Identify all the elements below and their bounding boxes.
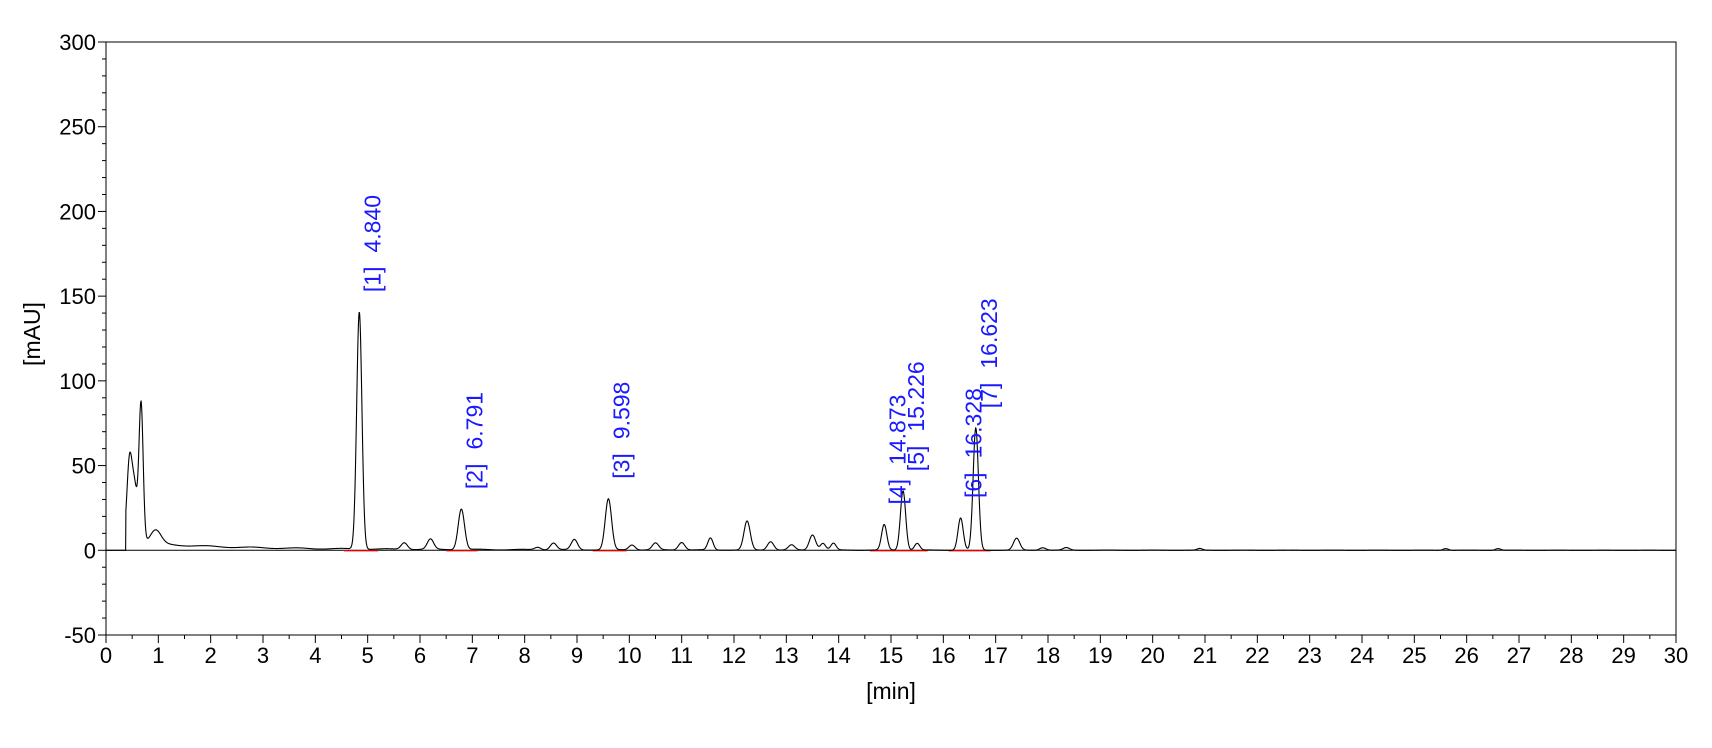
- peak-time: 15.226: [903, 361, 929, 431]
- x-tick-label: 29: [1611, 643, 1635, 668]
- x-tick-label: 30: [1664, 643, 1688, 668]
- y-tick-label: 0: [84, 538, 96, 563]
- x-tick-label: 12: [722, 643, 746, 668]
- x-tick-label: 16: [931, 643, 955, 668]
- x-tick-label: 1: [152, 643, 164, 668]
- x-tick-label: 28: [1559, 643, 1583, 668]
- y-tick-label: 200: [59, 199, 96, 224]
- y-tick-label: -50: [64, 623, 96, 648]
- chromatogram-trace: [106, 311, 1676, 551]
- peak-number: [7]: [976, 383, 1002, 409]
- peak-time: 9.598: [608, 382, 634, 440]
- x-tick-label: 15: [879, 643, 903, 668]
- x-tick-label: 8: [519, 643, 531, 668]
- peak-number: [6]: [961, 472, 987, 498]
- x-axis: 0 1 2 3 4 5 6 7 8 9 10 11 12 13 14 15 16 17 18 19 20 21 22 23 24…: [100, 635, 1688, 668]
- x-tick-label: 7: [466, 643, 478, 668]
- peak-time: 16.623: [976, 298, 1002, 368]
- plot-frame: [105, 41, 1677, 636]
- x-tick-label: 3: [257, 643, 269, 668]
- y-axis: -50 0 50 100 150 200 250 300: [59, 30, 1676, 648]
- y-tick-label: 300: [59, 30, 96, 55]
- peak-number: [3]: [608, 453, 634, 479]
- peak-time: 4.840: [359, 195, 385, 253]
- peak-number: [2]: [461, 464, 487, 490]
- x-tick-label: 13: [774, 643, 798, 668]
- x-tick-label: 26: [1454, 643, 1478, 668]
- peak-time: 16.328: [961, 388, 987, 458]
- peak-label: [4] 14.873: [884, 395, 910, 505]
- x-tick-label: 20: [1140, 643, 1164, 668]
- x-tick-label: 14: [826, 643, 850, 668]
- x-tick-label: 22: [1245, 643, 1269, 668]
- x-tick-label: 11: [670, 643, 693, 668]
- x-tick-label: 6: [414, 643, 426, 668]
- x-tick-label: 19: [1088, 643, 1112, 668]
- y-tick-label: 150: [59, 284, 96, 309]
- x-tick-label: 4: [309, 643, 321, 668]
- x-tick-label: 21: [1193, 643, 1217, 668]
- y-tick-label: 250: [59, 115, 96, 140]
- x-tick-label: 17: [983, 643, 1007, 668]
- x-tick-label: 5: [362, 643, 374, 668]
- x-axis-title: [min]: [866, 678, 916, 704]
- trace-layer: [106, 311, 1676, 551]
- x-tick-label: 25: [1402, 643, 1426, 668]
- peak-time: 14.873: [884, 395, 910, 465]
- x-tick-label: 24: [1350, 643, 1374, 668]
- peak-time: 6.791: [461, 392, 487, 450]
- peak-label: [3] 9.598: [608, 382, 634, 479]
- x-tick-label: 10: [617, 643, 641, 668]
- peak-number: [1]: [359, 267, 385, 293]
- peak-label: [2] 6.791: [461, 392, 487, 489]
- y-tick-label: 50: [72, 454, 96, 479]
- peak-number: [4]: [884, 479, 910, 505]
- y-tick-label: 100: [59, 369, 96, 394]
- x-tick-label: 2: [205, 643, 217, 668]
- x-tick-label: 9: [571, 643, 583, 668]
- peak-number: [5]: [903, 446, 929, 472]
- x-tick-label: 27: [1507, 643, 1531, 668]
- x-tick-label: 18: [1036, 643, 1060, 668]
- peak-labels: [1] 4.840 [2] 6.791 [3] 9.598 [4] 14.873[5] 15.2…: [359, 195, 1002, 505]
- x-tick-label: 0: [100, 643, 112, 668]
- peak-label: [1] 4.840: [359, 195, 385, 292]
- peak-label: [6] 16.328: [961, 388, 987, 498]
- peak-label: [5] 15.226: [903, 361, 929, 471]
- peak-label: [7] 16.623: [976, 298, 1002, 408]
- y-axis-title: [mAU]: [19, 302, 45, 366]
- x-tick-label: 23: [1297, 643, 1321, 668]
